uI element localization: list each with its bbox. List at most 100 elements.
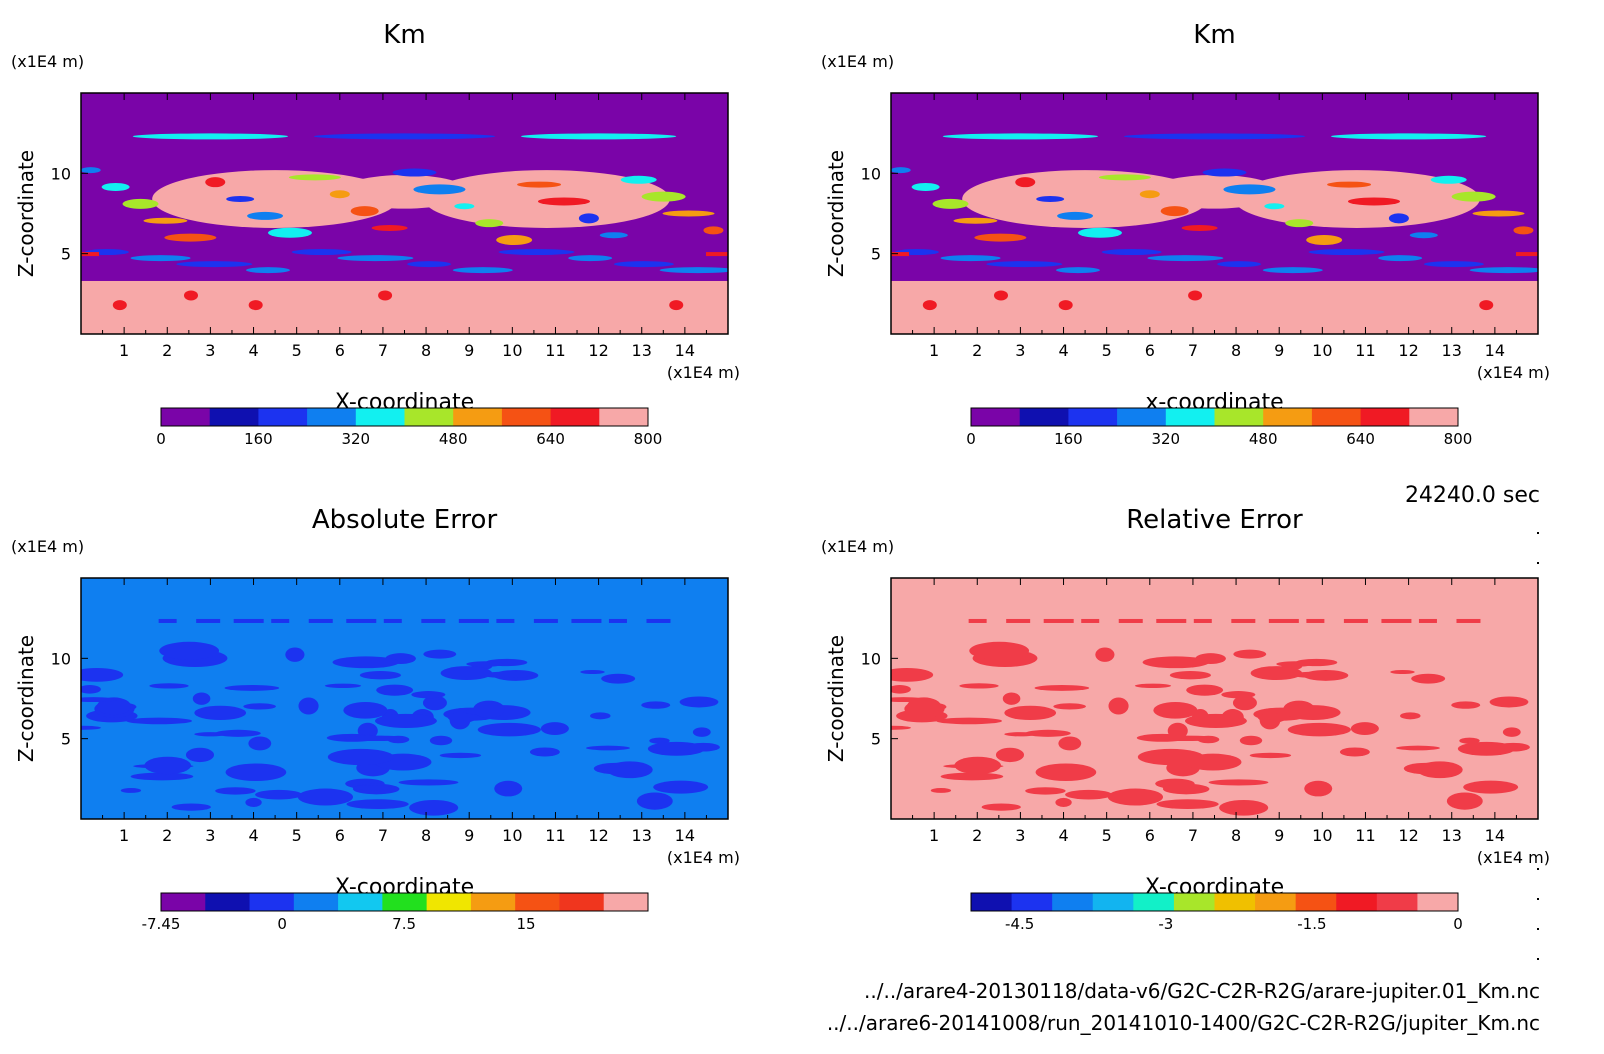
field-contour bbox=[1469, 267, 1538, 274]
field-contour bbox=[1055, 267, 1100, 274]
field-patch bbox=[494, 780, 523, 797]
field-patch bbox=[359, 671, 401, 680]
x-tick-label: 9 bbox=[464, 826, 474, 845]
field-contour bbox=[1513, 226, 1534, 235]
colorbar-swatch bbox=[470, 893, 516, 911]
x-tick-label: 4 bbox=[248, 341, 258, 360]
field-contour bbox=[1160, 206, 1189, 217]
field-patch bbox=[477, 722, 541, 737]
field-patch bbox=[1154, 735, 1218, 742]
colorbar-swatch bbox=[249, 893, 295, 911]
field-contour bbox=[537, 197, 590, 206]
x-tick-label: 5 bbox=[292, 341, 302, 360]
field-contour bbox=[1139, 190, 1160, 199]
field-contour bbox=[1202, 168, 1247, 177]
colorbar-swatch bbox=[258, 408, 308, 426]
field-contour bbox=[940, 255, 1001, 262]
field-contour bbox=[245, 267, 290, 274]
field-patch bbox=[255, 789, 303, 800]
field-patch bbox=[332, 656, 400, 669]
file-path-1: ../../arare4-20130118/data-v6/G2C-C2R-R2… bbox=[864, 979, 1540, 1003]
field-patch bbox=[1025, 729, 1071, 737]
field-contour bbox=[1285, 219, 1314, 228]
field-streak bbox=[132, 133, 289, 140]
field-contour bbox=[176, 261, 253, 268]
field-patch bbox=[374, 713, 437, 728]
time-label: 24240.0 sec bbox=[1405, 483, 1540, 508]
x-tick-label: 3 bbox=[205, 341, 215, 360]
field-lower-layer bbox=[891, 280, 1538, 334]
field-patch bbox=[344, 735, 408, 742]
field-background bbox=[891, 578, 1538, 819]
field-streak bbox=[383, 618, 402, 623]
x-tick-label: 5 bbox=[292, 826, 302, 845]
field-patch bbox=[1489, 696, 1529, 708]
colorbar: -7.45 0 7.5 15 bbox=[142, 892, 649, 933]
colorbar-label: 0 bbox=[966, 430, 976, 448]
colorbar-swatch bbox=[404, 408, 454, 426]
field-hotspot bbox=[1188, 290, 1203, 301]
field-contour bbox=[122, 198, 159, 209]
colorbar-swatch bbox=[599, 408, 649, 426]
x-tick-label: 14 bbox=[675, 341, 695, 360]
chart-panel-1: Km(x1E4 m)1 2 3 4 5 6 7 8 9 10 11 12 13 14(x1E4 m)X-c… bbox=[11, 20, 740, 448]
field-streak bbox=[421, 618, 446, 623]
field-contour bbox=[1101, 249, 1162, 256]
field-streak bbox=[1081, 618, 1100, 623]
field-patch bbox=[995, 747, 1025, 763]
field-contour bbox=[1472, 210, 1525, 217]
colorbar-label: 480 bbox=[1249, 430, 1278, 448]
colorbar-label: -7.45 bbox=[142, 915, 181, 933]
field-patch bbox=[346, 799, 409, 810]
colorbar-swatch bbox=[1092, 893, 1134, 911]
field-contour bbox=[337, 255, 414, 262]
field-patch bbox=[343, 701, 388, 719]
y-axis-label: Z-coordinate bbox=[14, 150, 38, 277]
colorbar-swatch bbox=[1336, 893, 1378, 911]
field-patch bbox=[149, 683, 189, 689]
colorbar-label: 0 bbox=[156, 430, 166, 448]
field-contour bbox=[392, 168, 437, 177]
field-streak bbox=[1330, 133, 1487, 140]
y-tick-label: 10 bbox=[51, 649, 71, 668]
field-patch bbox=[1259, 711, 1281, 730]
colorbar-swatch bbox=[293, 893, 339, 911]
field-streak bbox=[520, 133, 677, 140]
field-streak bbox=[1381, 618, 1412, 623]
field-patch bbox=[352, 785, 392, 791]
x-tick-label: 6 bbox=[335, 341, 345, 360]
field-streak bbox=[1306, 618, 1325, 623]
x-tick-label: 1 bbox=[929, 341, 939, 360]
x-tick-label: 3 bbox=[1015, 341, 1025, 360]
field-contour bbox=[1409, 232, 1438, 239]
field-streak bbox=[346, 618, 377, 623]
field-hotspot bbox=[248, 300, 263, 311]
field-patch bbox=[409, 799, 459, 816]
field-patch bbox=[411, 691, 446, 699]
colorbar-swatch bbox=[971, 408, 1021, 426]
field-contour bbox=[1223, 184, 1276, 195]
field-contour bbox=[911, 182, 940, 191]
x-tick-label: 11 bbox=[1355, 341, 1375, 360]
x-tick-label: 12 bbox=[588, 341, 608, 360]
x-tick-label: 6 bbox=[1145, 826, 1155, 845]
field-contour bbox=[81, 167, 101, 174]
field-hotspot bbox=[183, 290, 198, 301]
field-hotspot bbox=[922, 300, 937, 311]
field-streak bbox=[608, 618, 627, 623]
chart-panel-3: Absolute Error(x1E4 m)1 2 3 4 5 6 7 8 9 10 11 12 13 1… bbox=[11, 505, 740, 933]
field-patch bbox=[679, 696, 719, 708]
field-patch bbox=[171, 803, 211, 811]
colorbar-swatch bbox=[1117, 408, 1167, 426]
x-tick-label: 3 bbox=[205, 826, 215, 845]
y-tick-label: 5 bbox=[61, 245, 71, 264]
field-contour bbox=[1308, 249, 1385, 256]
field-patch bbox=[120, 787, 142, 793]
chart-panel-2: Km(x1E4 m)1 2 3 4 5 6 7 8 9 10 11 12 13 14(x1E4 m)x-c… bbox=[821, 20, 1550, 448]
x-unit-label: (x1E4 m) bbox=[1477, 848, 1550, 867]
colorbar-swatch bbox=[1255, 893, 1297, 911]
x-tick-label: 13 bbox=[632, 826, 652, 845]
x-tick-label: 4 bbox=[1058, 826, 1068, 845]
field-patch bbox=[96, 697, 131, 716]
colorbar-swatch bbox=[205, 893, 251, 911]
